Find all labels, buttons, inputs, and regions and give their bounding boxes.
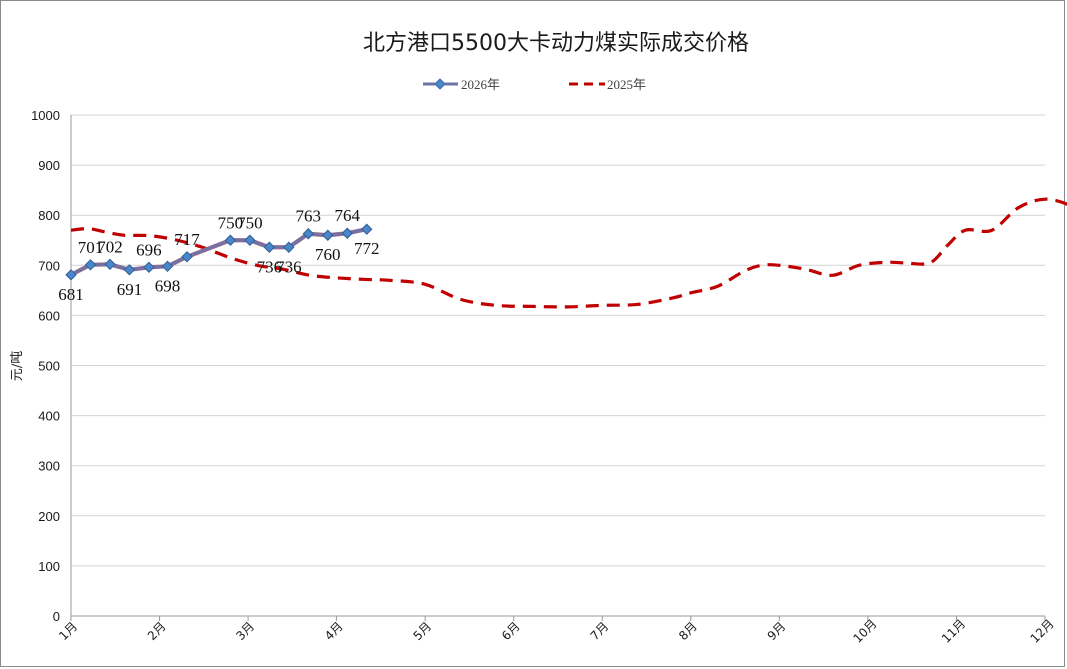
series-2026-marker xyxy=(123,264,136,276)
y-tick-label: 500 xyxy=(38,359,60,374)
y-tick-label: 400 xyxy=(38,409,60,424)
y-tick-label: 300 xyxy=(38,459,60,474)
legend-marker-2026 xyxy=(434,78,446,90)
data-label: 750 xyxy=(218,213,244,232)
series-2026 xyxy=(65,223,373,281)
data-label: 717 xyxy=(174,230,200,249)
y-tick-label: 800 xyxy=(38,208,60,223)
x-tick-label: 10月 xyxy=(850,617,879,646)
x-tick-label: 9月 xyxy=(765,619,789,643)
data-label: 760 xyxy=(315,245,341,264)
series-2026-marker xyxy=(224,234,237,246)
data-label: 701 xyxy=(78,238,104,257)
legend-label-2026: 2026年 xyxy=(461,77,500,92)
data-label: 696 xyxy=(136,240,162,259)
legend: 2026年 2025年 xyxy=(423,77,646,92)
data-label: 698 xyxy=(155,276,181,295)
x-tick-label: 12月 xyxy=(1028,617,1057,646)
y-tick-label: 0 xyxy=(53,609,60,624)
y-tick-label: 200 xyxy=(38,509,60,524)
series-2026-marker xyxy=(283,241,295,253)
y-tick-label: 900 xyxy=(38,158,60,173)
series-2025-line xyxy=(70,197,1067,309)
x-tick-label: 4月 xyxy=(322,619,346,643)
series-2026-marker xyxy=(161,260,174,273)
data-label: 702 xyxy=(97,237,123,256)
axes xyxy=(70,115,1046,621)
data-label: 763 xyxy=(296,207,322,226)
series-2026-marker xyxy=(322,229,334,241)
y-tick-label: 700 xyxy=(38,258,60,273)
series-2026-marker xyxy=(104,258,116,271)
data-label: 691 xyxy=(117,280,143,299)
series-2026-marker xyxy=(263,241,276,253)
x-tick-labels: 1月 2月 3月 4月 5月 6月 7月 8月 9月 10月 11月 12月 xyxy=(56,617,1056,646)
series-2026-marker xyxy=(341,227,353,239)
data-label: 681 xyxy=(58,285,84,304)
data-label: 764 xyxy=(335,206,361,225)
series-2026-marker xyxy=(361,223,373,235)
x-tick-label: 11月 xyxy=(939,617,968,646)
series-2026-marker xyxy=(181,251,193,263)
series-2026-marker xyxy=(65,269,77,281)
series-2026-marker xyxy=(84,259,97,271)
y-tick-labels: 0 100 200 300 400 500 600 700 800 900 1000 xyxy=(31,108,60,624)
series-2026-marker xyxy=(302,228,315,240)
x-tick-label: 5月 xyxy=(410,619,434,643)
data-label: 736 xyxy=(276,257,302,276)
data-label: 750 xyxy=(237,213,263,232)
x-tick-label: 8月 xyxy=(676,619,700,643)
series-2025 xyxy=(70,197,1067,309)
gridlines xyxy=(71,114,1045,567)
y-tick-label: 100 xyxy=(38,559,60,574)
x-tick-label: 7月 xyxy=(588,619,612,643)
series-2026-marker xyxy=(143,261,155,274)
data-label: 736 xyxy=(257,257,283,276)
x-tick-label: 3月 xyxy=(233,619,257,643)
x-tick-label: 6月 xyxy=(499,619,523,643)
chart-title: 北方港口5500大卡动力煤实际成交价格 xyxy=(363,31,749,56)
x-tick-label: 2月 xyxy=(145,619,169,643)
y-tick-label: 1000 xyxy=(31,108,60,123)
data-label: 772 xyxy=(354,239,380,258)
y-axis-label: 元/吨 xyxy=(10,351,25,381)
series-2026-marker xyxy=(244,234,256,246)
y-tick-label: 600 xyxy=(38,308,60,323)
legend-label-2025: 2025年 xyxy=(607,77,646,92)
